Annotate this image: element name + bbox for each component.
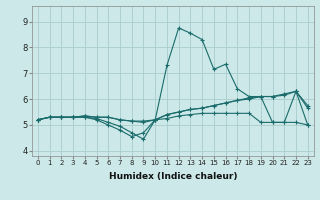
- X-axis label: Humidex (Indice chaleur): Humidex (Indice chaleur): [108, 172, 237, 181]
